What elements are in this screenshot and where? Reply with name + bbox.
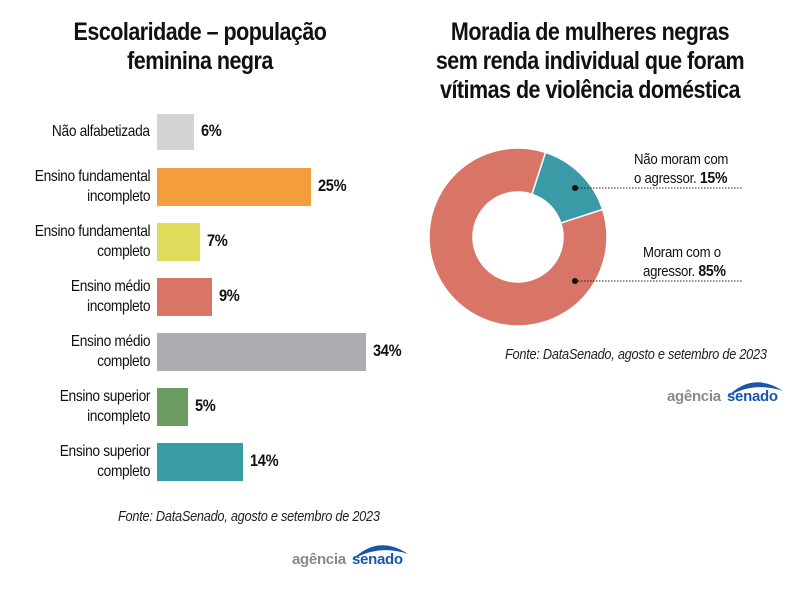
bar-chart-title-line-2: feminina negra bbox=[127, 47, 273, 75]
leader-dot bbox=[572, 185, 578, 191]
bar-category-label-line: Ensino superior bbox=[59, 443, 151, 460]
bar bbox=[157, 168, 311, 206]
bar-category-label-line: Ensino fundamental bbox=[34, 168, 151, 185]
bar-category-label: Ensino médio completo bbox=[70, 332, 151, 372]
donut-label-nao-moram-line-2: o agressor. bbox=[634, 170, 697, 187]
donut-title-line-3: vítimas de violência doméstica bbox=[439, 76, 741, 104]
bar-value-label: 7% bbox=[207, 231, 228, 250]
bar-row: Ensino fundamental completo 7% bbox=[0, 223, 400, 261]
bar-value-label: 6% bbox=[200, 121, 222, 140]
bar-value-label: 9% bbox=[219, 286, 240, 305]
donut-chart-title: Moradia de mulheres negras sem renda ind… bbox=[418, 18, 762, 105]
bar-category-label-line: Ensino médio bbox=[70, 278, 151, 295]
bar-category-label-line: incompleto bbox=[86, 188, 150, 205]
agencia-senado-logo-right: agência senado bbox=[667, 377, 787, 407]
bar-row: Ensino superior completo 14% bbox=[0, 443, 400, 481]
bar-category-label: Ensino fundamental incompleto bbox=[34, 167, 151, 207]
bar-category-label-line: incompleto bbox=[86, 298, 150, 315]
bar-value-label: 25% bbox=[317, 176, 347, 195]
agencia-senado-logo: agência senado bbox=[292, 540, 412, 570]
bar-value-label: 14% bbox=[250, 451, 279, 470]
bar-category-label-line: Ensino fundamental bbox=[34, 223, 151, 240]
donut-label-moram-line-1: Moram com o bbox=[643, 244, 721, 261]
bar-row: Ensino médio incompleto 9% bbox=[0, 278, 400, 316]
bar-category-label-line: incompleto bbox=[86, 408, 150, 425]
bar bbox=[157, 278, 213, 316]
bar-row: Ensino fundamental incompleto 25% bbox=[0, 168, 400, 206]
donut-value-moram: 85% bbox=[698, 263, 726, 280]
donut-label-moram: Moram com o agressor. 85% bbox=[643, 243, 726, 281]
logo-text-agencia: agência bbox=[667, 388, 721, 405]
logo-arc-icon bbox=[352, 545, 408, 560]
bar-category-label: Ensino fundamental completo bbox=[34, 222, 151, 262]
bar-value-label: 5% bbox=[194, 396, 216, 415]
bar bbox=[157, 388, 188, 426]
bar-category-label: Ensino superior incompleto bbox=[59, 387, 151, 427]
bar bbox=[157, 223, 201, 261]
bar bbox=[157, 114, 194, 150]
bar-row: Ensino médio completo 34% bbox=[0, 332, 402, 372]
bar bbox=[157, 443, 244, 481]
bar-category-label-line: completo bbox=[96, 353, 150, 370]
donut-slice bbox=[428, 147, 608, 327]
bar-value-label: 34% bbox=[373, 341, 402, 360]
leader-dot bbox=[572, 278, 578, 284]
donut-chart-source: Fonte: DataSenado, agosto e setembro de … bbox=[505, 346, 767, 363]
donut-label-nao-moram: Não moram com o agressor. 15% bbox=[634, 150, 728, 188]
bar-category-label-line: completo bbox=[96, 463, 150, 480]
logo-arc-icon bbox=[727, 382, 783, 397]
bar-category-label-line: Ensino superior bbox=[59, 388, 151, 405]
logo-text-senado: senado bbox=[727, 388, 778, 405]
bar-row: Não alfabetizada 6% bbox=[0, 114, 400, 150]
bar-category-label: Não alfabetizada bbox=[52, 122, 150, 142]
bar bbox=[157, 333, 367, 371]
bar-category-label: Ensino superior completo bbox=[59, 442, 151, 482]
donut-title-line-1: Moradia de mulheres negras bbox=[450, 18, 730, 46]
bar-category-label-line: Não alfabetizada bbox=[52, 123, 150, 140]
donut-value-nao-moram: 15% bbox=[699, 170, 728, 187]
bar-row: Ensino superior incompleto 5% bbox=[0, 388, 400, 426]
bar-category-label: Ensino médio incompleto bbox=[70, 277, 151, 317]
bar-chart-source: Fonte: DataSenado, agosto e setembro de … bbox=[118, 508, 380, 525]
logo-text-senado: senado bbox=[352, 551, 403, 568]
donut-title-line-2: sem renda individual que foram bbox=[435, 47, 745, 75]
donut-label-nao-moram-line-1: Não moram com bbox=[634, 151, 729, 168]
logo-text-agencia: agência bbox=[292, 551, 346, 568]
bar-category-label-line: completo bbox=[96, 243, 150, 260]
donut-label-moram-line-2: agressor. bbox=[643, 263, 695, 280]
bar-chart-title: Escolaridade – população feminina negra bbox=[28, 18, 372, 76]
bar-chart-title-line-1: Escolaridade – população bbox=[73, 18, 327, 46]
bar-category-label-line: Ensino médio bbox=[70, 333, 151, 350]
